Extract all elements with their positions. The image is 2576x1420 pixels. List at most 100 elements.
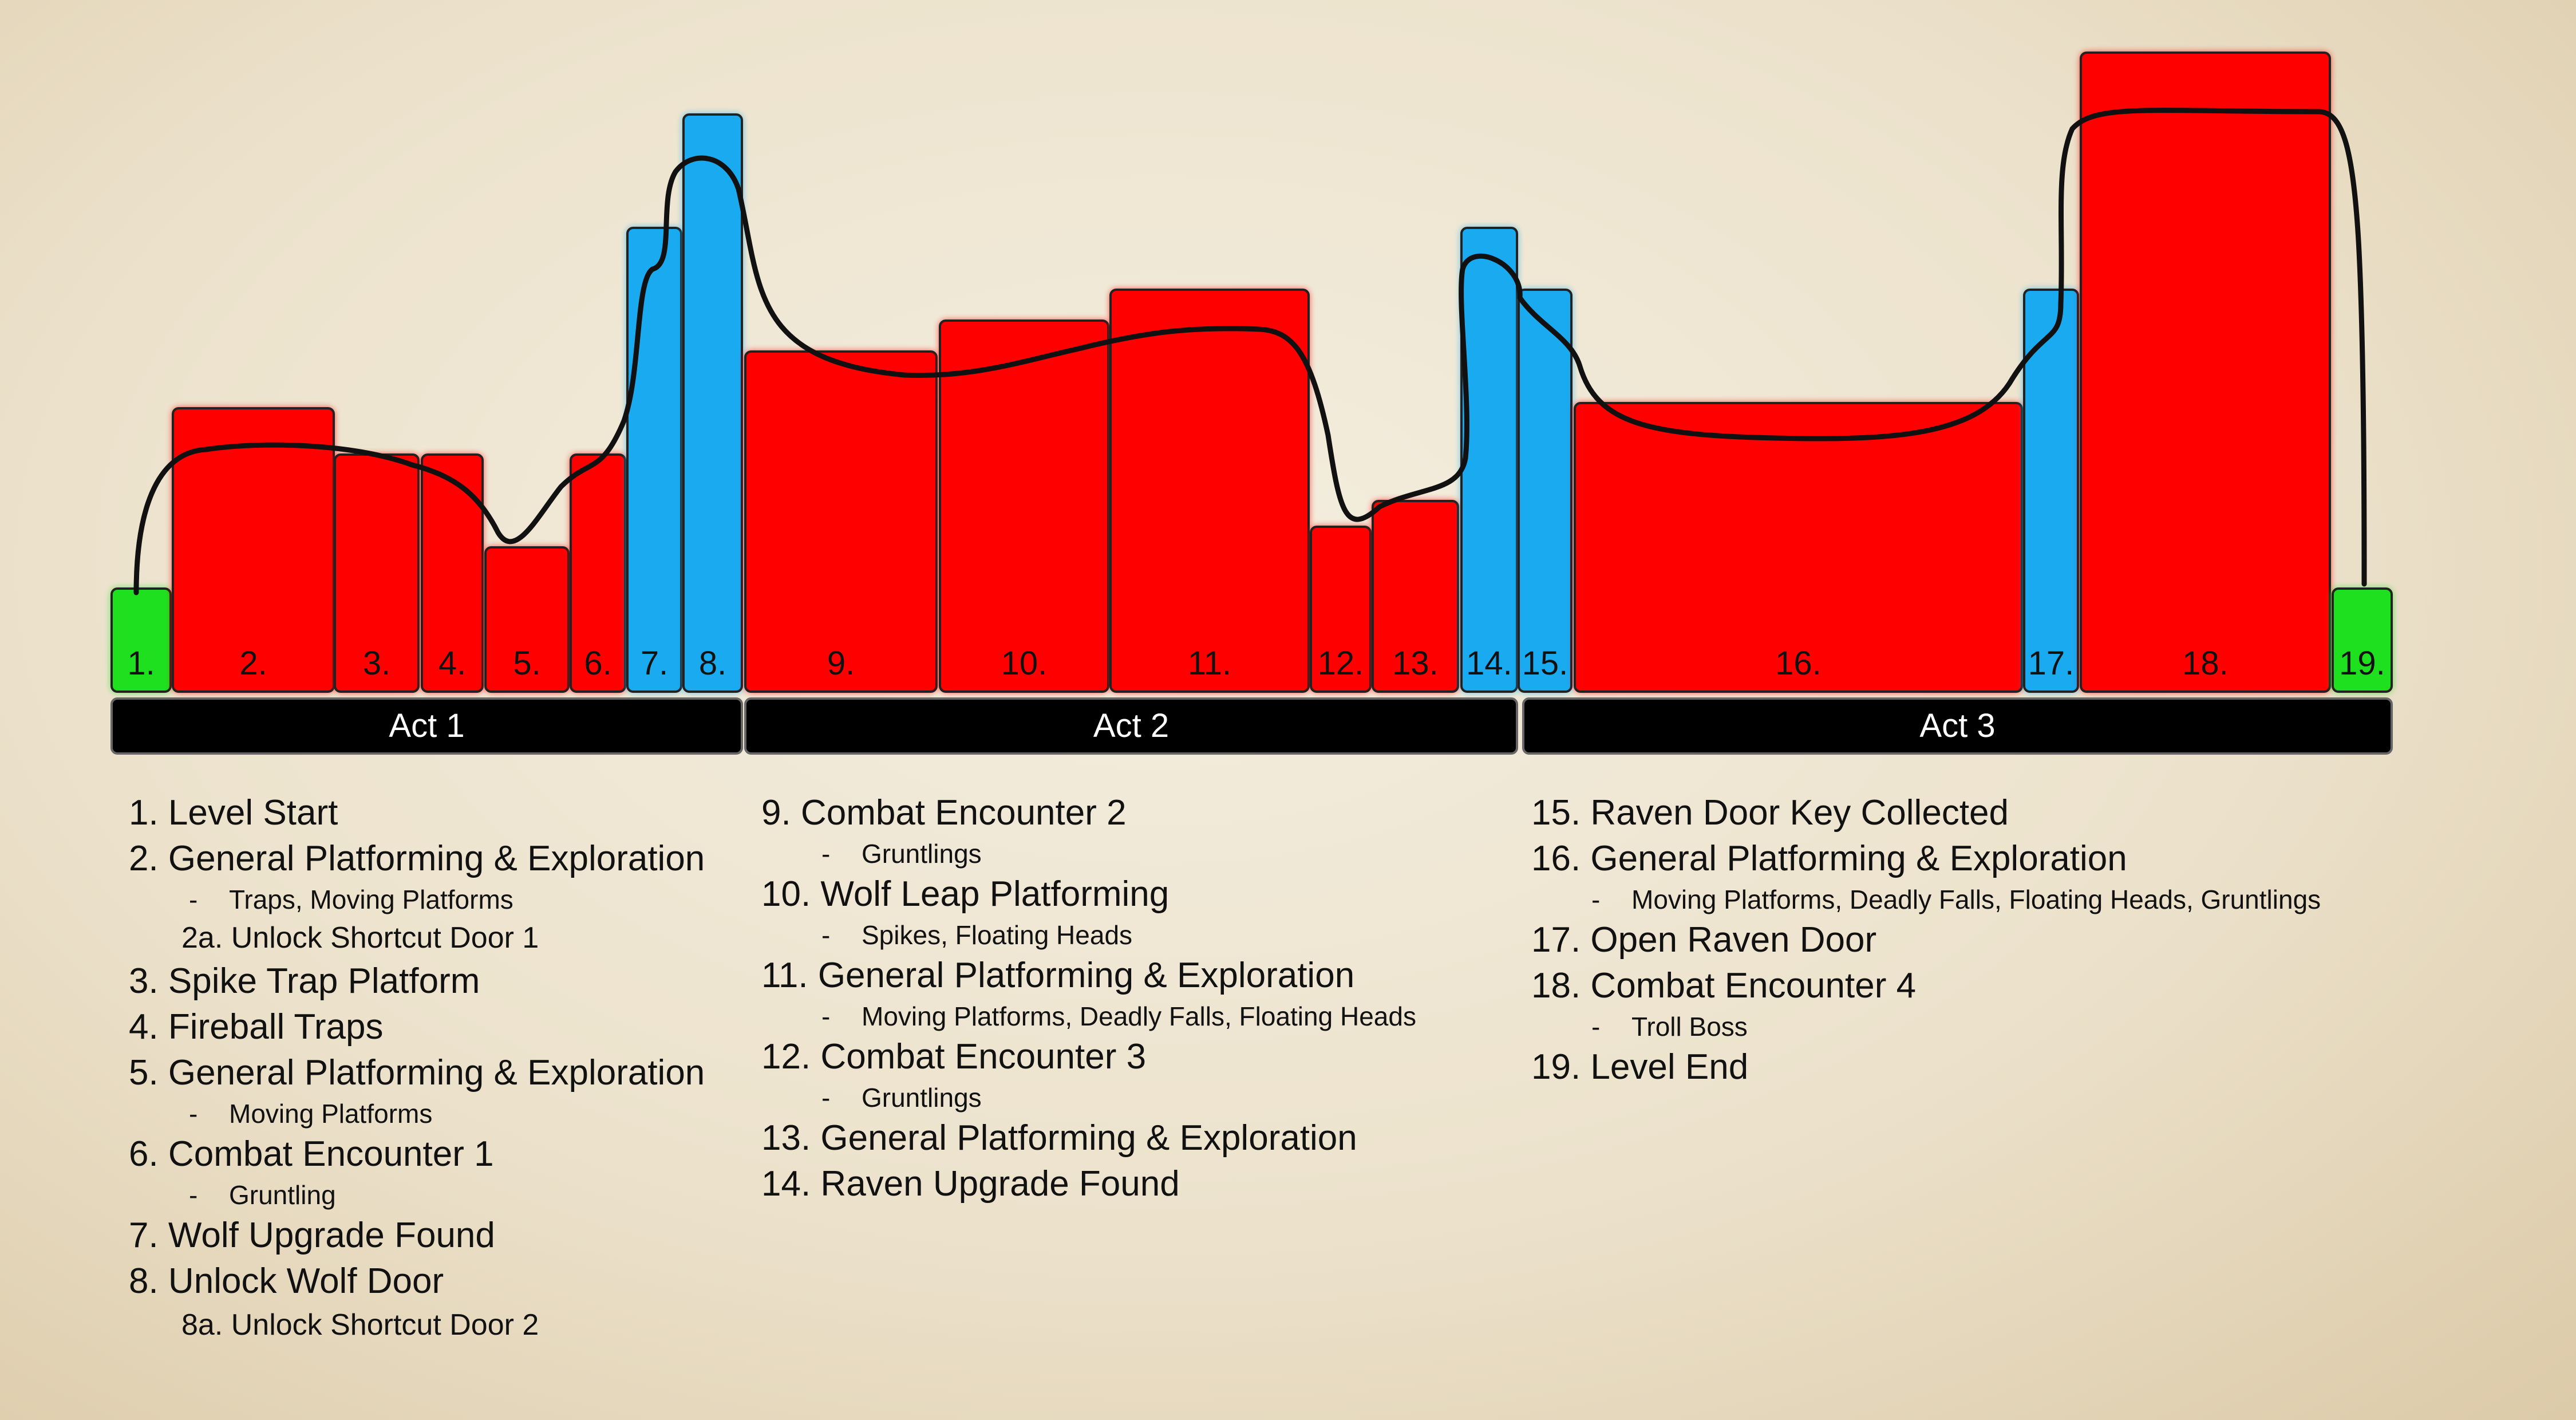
beat-bar-8 xyxy=(682,113,743,693)
legend-column-2: 9. Combat Encounter 2 - Gruntlings 10. Wo… xyxy=(761,790,1506,1207)
legend-item-6: 6. Combat Encounter 1 xyxy=(129,1134,494,1174)
act-bar-3: Act 3 xyxy=(1522,697,2393,755)
act-label-1: Act 1 xyxy=(389,707,464,744)
beat-label-8: 8. xyxy=(699,645,726,682)
legend-item-11: 11. General Platforming & Exploration xyxy=(761,956,1355,995)
legend-subitem-text: Moving Platforms xyxy=(229,1099,433,1129)
pacing-chart: 1. 2. 3. 4. 5. 6. 7. 8. 9. 10. 11. 12. 13. 14. 15. 16. 1… xyxy=(110,52,2393,755)
act-label-2: Act 2 xyxy=(1093,707,1169,744)
beat-5: 5. xyxy=(484,546,570,693)
beat-18: 18. xyxy=(2080,52,2331,693)
beat-19: 19. xyxy=(2332,587,2393,693)
legend-item-2a: 2a. Unlock Shortcut Door 1 xyxy=(181,921,539,954)
beat-label-14: 14. xyxy=(1466,645,1512,682)
beat-label-17: 17. xyxy=(2028,645,2075,682)
beat-bar-14 xyxy=(1460,227,1518,693)
beat-bar-6 xyxy=(570,453,626,693)
legend-subitem-16: - Moving Platforms, Deadly Falls, Floatin… xyxy=(1531,882,2321,917)
beat-label-2: 2. xyxy=(239,645,267,682)
legend-item-12: 12. Combat Encounter 3 xyxy=(761,1037,1147,1076)
legend-item-16: 16. General Platforming & Exploration xyxy=(1531,839,2127,878)
act-bar-rect xyxy=(744,697,1518,755)
pacing-curve xyxy=(133,108,2367,595)
beat-bar-4 xyxy=(421,453,484,693)
legend-column-3: 15. Raven Door Key Collected 16. General… xyxy=(1531,790,2321,1090)
beat-15: 15. xyxy=(1518,289,1573,693)
beat-14: 14. xyxy=(1460,227,1518,693)
act-bar-1: Act 1 xyxy=(110,697,743,755)
legend-item-7: 7. Wolf Upgrade Found xyxy=(129,1216,495,1255)
beat-2: 2. xyxy=(172,407,335,693)
legend-subitem-9: - Gruntlings xyxy=(761,836,1506,871)
legend-item-8a: 8a. Unlock Shortcut Door 2 xyxy=(181,1308,539,1342)
legend-item-1: 1. Level Start xyxy=(129,793,338,833)
bullet-dash: - xyxy=(189,885,198,914)
beat-4: 4. xyxy=(421,453,484,693)
bullet-dash: - xyxy=(189,1180,198,1210)
legend-subitem-text: Gruntlings xyxy=(862,1083,982,1113)
beat-label-6: 6. xyxy=(584,645,611,682)
legend-item-4: 4. Fireball Traps xyxy=(129,1007,384,1047)
legend-subitem-11: - Moving Platforms, Deadly Falls, Floatin… xyxy=(761,999,1506,1034)
legend-item-9: 9. Combat Encounter 2 xyxy=(761,793,1127,833)
bullet-dash: - xyxy=(1591,885,1601,914)
act-bars: Act 1 Act 2 Act 3 xyxy=(110,697,2393,755)
act-bar-2: Act 2 xyxy=(744,697,1518,755)
beat-9: 9. xyxy=(744,350,938,693)
bullet-dash: - xyxy=(189,1099,198,1129)
legend-subitem-text: Gruntlings xyxy=(862,839,982,869)
beat-bar-17 xyxy=(2023,289,2079,693)
legend-subitem-5: - Moving Platforms xyxy=(129,1096,873,1131)
beat-label-12: 12. xyxy=(1318,645,1364,682)
beat-label-5: 5. xyxy=(513,645,540,682)
beat-bar-1 xyxy=(110,587,172,693)
beat-bar-11 xyxy=(1109,289,1310,693)
legend-subitem-6: - Gruntling xyxy=(129,1177,873,1213)
beat-label-19: 19. xyxy=(2339,645,2385,682)
legend-subitem-text: Troll Boss xyxy=(1631,1012,1748,1042)
beat-16: 16. xyxy=(1574,402,2023,693)
beat-label-16: 16. xyxy=(1775,645,1822,682)
legend-subitem-18: - Troll Boss xyxy=(1531,1009,2275,1044)
bullet-dash: - xyxy=(821,1083,831,1113)
beat-bar-13 xyxy=(1372,500,1459,693)
act-bar-rect xyxy=(110,697,743,755)
beat-bar-15 xyxy=(1518,289,1573,693)
beat-bar-10 xyxy=(939,320,1109,693)
beat-11: 11. xyxy=(1109,289,1310,693)
beat-17: 17. xyxy=(2023,289,2079,693)
beat-label-3: 3. xyxy=(363,645,390,682)
legend-item-10: 10. Wolf Leap Platforming xyxy=(761,874,1170,914)
beat-label-7: 7. xyxy=(641,645,668,682)
legend-subitem-2: - Traps, Moving Platforms xyxy=(129,882,873,917)
legend-item-19: 19. Level End xyxy=(1531,1047,1749,1087)
beat-bar-7 xyxy=(626,227,682,693)
legend-subitem-text: Traps, Moving Platforms xyxy=(229,885,513,914)
legend-item-18: 18. Combat Encounter 4 xyxy=(1531,966,1917,1005)
legend-item-13: 13. General Platforming & Exploration xyxy=(761,1118,1357,1158)
beat-bar-9 xyxy=(744,350,938,693)
legend-subitem-text: Spikes, Floating Heads xyxy=(862,920,1133,950)
legend-item-15: 15. Raven Door Key Collected xyxy=(1531,793,2009,833)
beat-bars: 1. 2. 3. 4. 5. 6. 7. 8. 9. 10. 11. 12. 13. 14. 15. 16. 1… xyxy=(110,52,2393,693)
beat-label-15: 15. xyxy=(1522,645,1568,682)
legend-subitem-text: Moving Platforms, Deadly Falls, Floating… xyxy=(862,1001,1416,1031)
beat-7: 7. xyxy=(626,227,682,693)
legend-subitem-10: - Spikes, Floating Heads xyxy=(761,917,1506,953)
bullet-dash: - xyxy=(821,1001,831,1031)
beat-10: 10. xyxy=(939,320,1109,693)
beat-label-9: 9. xyxy=(827,645,855,682)
beat-bar-5 xyxy=(484,546,570,693)
beat-3: 3. xyxy=(334,453,420,693)
legend-item-8: 8. Unlock Wolf Door xyxy=(129,1261,444,1301)
act-label-3: Act 3 xyxy=(1919,707,1995,744)
legend-item-17: 17. Open Raven Door xyxy=(1531,920,1877,960)
legend-item-5: 5. General Platforming & Exploration xyxy=(129,1053,705,1092)
beat-label-13: 13. xyxy=(1392,645,1439,682)
beat-6: 6. xyxy=(570,453,626,693)
bullet-dash: - xyxy=(1591,1012,1601,1042)
legend-item-14: 14. Raven Upgrade Found xyxy=(761,1164,1180,1204)
legend-item-3: 3. Spike Trap Platform xyxy=(129,961,480,1001)
beat-label-11: 11. xyxy=(1188,645,1231,682)
beat-bar-19 xyxy=(2332,587,2393,693)
